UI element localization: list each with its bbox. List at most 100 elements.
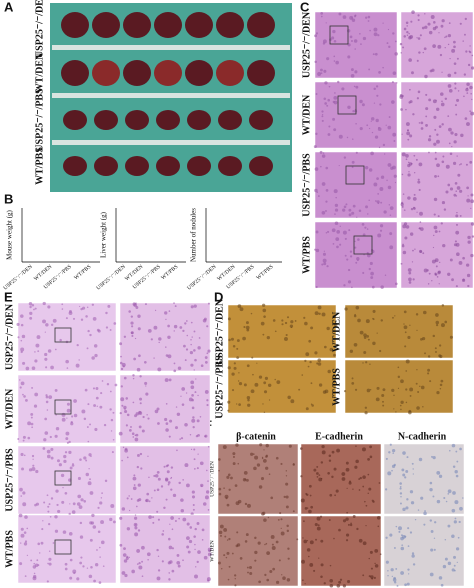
texture <box>132 377 135 380</box>
texture <box>411 462 414 465</box>
texture <box>393 394 395 397</box>
texture <box>194 574 198 579</box>
texture <box>198 337 201 339</box>
texture <box>370 276 374 279</box>
texture <box>121 362 126 367</box>
texture <box>165 354 169 357</box>
texture <box>376 94 379 97</box>
texture <box>87 481 92 486</box>
texture <box>19 487 23 492</box>
texture <box>138 354 141 358</box>
texture <box>417 509 420 511</box>
texture <box>327 133 331 136</box>
texture <box>392 578 397 582</box>
texture <box>365 205 368 209</box>
texture <box>444 36 446 39</box>
texture <box>358 209 362 212</box>
texture <box>412 278 415 281</box>
texture <box>168 310 171 312</box>
texture <box>403 325 408 330</box>
texture <box>359 127 363 131</box>
texture <box>349 523 353 527</box>
texture <box>371 499 374 502</box>
texture <box>335 196 337 199</box>
texture <box>301 579 304 582</box>
texture <box>451 508 456 513</box>
texture <box>444 539 447 541</box>
texture <box>464 33 466 36</box>
texture <box>193 369 195 371</box>
texture <box>373 87 376 91</box>
texture <box>109 390 112 393</box>
texture <box>377 202 380 205</box>
texture <box>289 324 294 328</box>
texture <box>148 476 150 479</box>
texture <box>180 508 185 513</box>
texture <box>395 525 398 528</box>
texture <box>275 540 279 544</box>
texture <box>100 540 105 545</box>
texture <box>186 536 190 541</box>
texture <box>135 505 138 508</box>
texture <box>345 467 350 472</box>
texture <box>438 32 440 34</box>
texture <box>35 502 40 506</box>
texture <box>305 352 310 357</box>
texture <box>99 546 101 549</box>
texture <box>409 134 413 138</box>
texture <box>48 395 53 399</box>
texture <box>381 394 385 398</box>
texture <box>68 512 71 516</box>
texture <box>144 303 147 306</box>
texture <box>122 446 125 449</box>
texture <box>327 471 330 475</box>
texture <box>45 323 49 327</box>
texture <box>392 452 395 454</box>
texture <box>78 505 83 509</box>
texture <box>138 411 143 416</box>
texture <box>174 305 177 308</box>
texture <box>399 404 402 407</box>
texture <box>462 40 464 42</box>
texture <box>391 575 393 578</box>
texture <box>451 278 454 282</box>
texture <box>190 448 193 451</box>
texture <box>201 539 204 541</box>
texture <box>207 579 210 582</box>
texture <box>168 378 172 382</box>
texture <box>191 490 195 494</box>
texture <box>160 485 164 488</box>
texture <box>190 343 192 346</box>
texture <box>453 564 456 567</box>
texture <box>25 366 30 371</box>
texture <box>29 311 33 316</box>
texture <box>73 413 78 418</box>
texture <box>433 142 437 146</box>
texture <box>304 359 307 363</box>
texture <box>231 552 234 555</box>
texture <box>133 484 136 486</box>
texture <box>18 513 23 518</box>
texture <box>379 553 382 556</box>
texture <box>199 416 202 418</box>
texture <box>314 167 319 171</box>
texture <box>173 302 175 304</box>
texture <box>353 342 358 347</box>
texture <box>359 476 362 480</box>
texture <box>236 531 239 534</box>
texture <box>30 412 34 416</box>
texture <box>157 518 160 521</box>
texture <box>200 364 204 368</box>
texture <box>467 195 469 197</box>
texture <box>233 366 237 370</box>
texture <box>204 495 209 500</box>
texture <box>34 359 38 363</box>
texture <box>152 516 155 519</box>
texture <box>445 164 450 169</box>
texture <box>276 380 281 385</box>
texture <box>245 325 250 330</box>
texture <box>400 571 405 575</box>
texture <box>366 388 371 393</box>
texture <box>270 535 275 539</box>
texture <box>355 85 359 89</box>
